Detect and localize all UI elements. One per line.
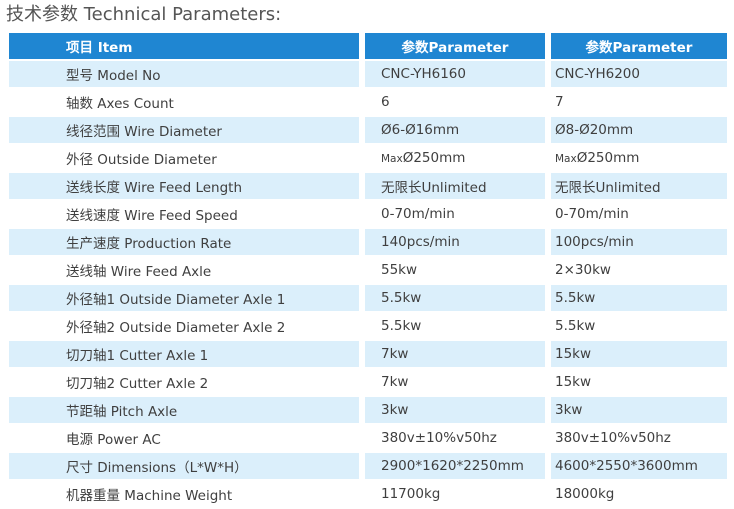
row-label: 尺寸 Dimensions（L*W*H） [9,453,365,481]
row-label: 机器重量 Machine Weight [9,481,365,509]
row-label: 外径 Outside Diameter [9,145,365,173]
table-row: 外径 Outside Diameter MaxØ250mm MaxØ250mm [9,145,727,173]
row-label: 切刀轴2 Cutter Axle 2 [9,369,365,397]
row-value-2: 380v±10%v50hz [551,425,727,453]
row-value-1: 0-70m/min [365,201,551,229]
row-value-1-text: Ø250mm [402,150,466,166]
table-row: 送线速度 Wire Feed Speed 0-70m/min 0-70m/min [9,201,727,229]
row-label: 线径范围 Wire Diameter [9,117,365,145]
header-parameter-1: 参数Parameter [365,33,551,61]
row-label: 送线速度 Wire Feed Speed [9,201,365,229]
row-value-2: 18000kg [551,481,727,509]
row-value-2: 5.5kw [551,313,727,341]
table-row: 轴数 Axes Count 6 7 [9,89,727,117]
row-value-1: 5.5kw [365,285,551,313]
row-value-1: MaxØ250mm [365,145,551,173]
table-row: 线径范围 Wire Diameter Ø6-Ø16mm Ø8-Ø20mm [9,117,727,145]
row-value-1: 2900*1620*2250mm [365,453,551,481]
row-label: 电源 Power AC [9,425,365,453]
row-value-2: CNC-YH6200 [551,61,727,89]
row-value-1: 11700kg [365,481,551,509]
row-label: 轴数 Axes Count [9,89,365,117]
row-value-1: CNC-YH6160 [365,61,551,89]
row-label: 外径轴1 Outside Diameter Axle 1 [9,285,365,313]
table-row: 尺寸 Dimensions（L*W*H） 2900*1620*2250mm 46… [9,453,727,481]
row-value-1: 5.5kw [365,313,551,341]
row-value-2: 无限长Unlimited [551,173,727,201]
page-title: 技术参数 Technical Parameters: [6,4,282,25]
table-row: 切刀轴2 Cutter Axle 2 7kw 15kw [9,369,727,397]
row-value-2: Ø8-Ø20mm [551,117,727,145]
row-value-2: 5.5kw [551,285,727,313]
row-value-1: 140pcs/min [365,229,551,257]
table-row: 电源 Power AC 380v±10%v50hz 380v±10%v50hz [9,425,727,453]
table-row: 生产速度 Production Rate 140pcs/min 100pcs/m… [9,229,727,257]
row-value-1: 7kw [365,341,551,369]
row-value-2: 7 [551,89,727,117]
table-row: 送线轴 Wire Feed Axle 55kw 2×30kw [9,257,727,285]
row-value-2: MaxØ250mm [551,145,727,173]
row-label: 送线轴 Wire Feed Axle [9,257,365,285]
row-label: 切刀轴1 Cutter Axle 1 [9,341,365,369]
table-row: 外径轴2 Outside Diameter Axle 2 5.5kw 5.5kw [9,313,727,341]
row-value-2-text: Ø250mm [576,150,640,166]
table-row: 型号 Model No CNC-YH6160 CNC-YH6200 [9,61,727,89]
max-prefix: Max [381,153,403,165]
row-value-2: 3kw [551,397,727,425]
row-value-2: 0-70m/min [551,201,727,229]
table-row: 节距轴 Pitch Axle 3kw 3kw [9,397,727,425]
row-value-1: 3kw [365,397,551,425]
row-label: 生产速度 Production Rate [9,229,365,257]
max-prefix: Max [555,153,577,165]
row-label: 送线长度 Wire Feed Length [9,173,365,201]
row-value-1: 7kw [365,369,551,397]
table-row: 切刀轴1 Cutter Axle 1 7kw 15kw [9,341,727,369]
row-value-2: 100pcs/min [551,229,727,257]
technical-parameters-table: 项目 Item 参数Parameter 参数Parameter 型号 Model… [9,33,727,509]
row-value-2: 15kw [551,341,727,369]
table-row: 外径轴1 Outside Diameter Axle 1 5.5kw 5.5kw [9,285,727,313]
row-label: 外径轴2 Outside Diameter Axle 2 [9,313,365,341]
row-value-2: 2×30kw [551,257,727,285]
row-value-2: 4600*2550*3600mm [551,453,727,481]
table-row: 机器重量 Machine Weight 11700kg 18000kg [9,481,727,509]
table-row: 送线长度 Wire Feed Length 无限长Unlimited 无限长Un… [9,173,727,201]
header-parameter-2: 参数Parameter [551,33,727,61]
row-value-1: 无限长Unlimited [365,173,551,201]
row-label: 型号 Model No [9,61,365,89]
row-value-1: 6 [365,89,551,117]
row-value-1: Ø6-Ø16mm [365,117,551,145]
row-value-1: 55kw [365,257,551,285]
table-header-row: 项目 Item 参数Parameter 参数Parameter [9,33,727,61]
row-value-1: 380v±10%v50hz [365,425,551,453]
row-value-2: 15kw [551,369,727,397]
header-item: 项目 Item [9,33,365,61]
row-label: 节距轴 Pitch Axle [9,397,365,425]
